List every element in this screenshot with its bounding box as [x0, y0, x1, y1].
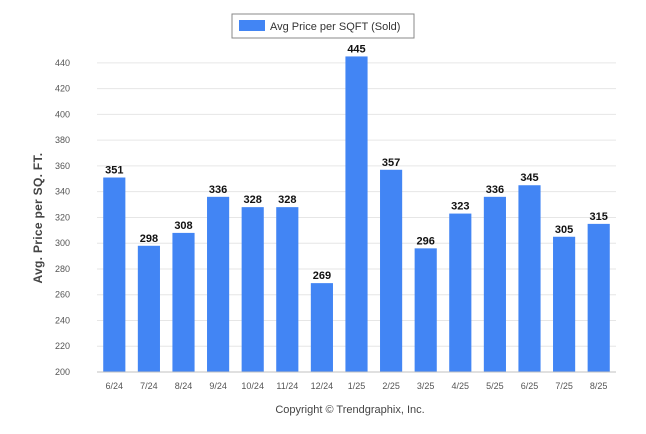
data-label: 328: [278, 194, 296, 206]
x-tick-label: 6/25: [521, 381, 539, 391]
y-tick-label: 440: [55, 58, 70, 68]
x-tick-label: 1/25: [348, 381, 366, 391]
bar-7-24[interactable]: [137, 245, 160, 372]
y-tick-label: 360: [55, 161, 70, 171]
bar-3-25[interactable]: [414, 248, 437, 372]
data-labels: 351 298 308 336 328 328 269 445 357 296 323 336 345 3…: [105, 43, 608, 282]
legend-swatch: [239, 20, 265, 31]
bar-8-24[interactable]: [172, 232, 195, 372]
x-tick-label: 11/24: [276, 381, 298, 391]
y-axis-label: Avg. Price per SQ. FT.: [31, 153, 45, 284]
y-tick-label: 220: [55, 341, 70, 351]
bar-9-24[interactable]: [207, 196, 230, 372]
x-tick-label: 8/24: [175, 381, 193, 391]
data-label: 345: [520, 172, 538, 184]
data-label: 305: [555, 224, 573, 236]
y-tick-label: 340: [55, 187, 70, 197]
data-label: 308: [174, 220, 192, 232]
bar-12-24[interactable]: [310, 283, 333, 372]
bar-4-25[interactable]: [449, 213, 472, 372]
data-label: 296: [417, 235, 435, 247]
x-tick-label: 9/24: [209, 381, 227, 391]
data-label: 328: [244, 194, 262, 206]
y-tick-label: 420: [55, 84, 70, 94]
y-tick-label: 240: [55, 315, 70, 325]
bar-7-25[interactable]: [553, 236, 576, 372]
data-label: 445: [347, 43, 365, 55]
y-tick-label: 400: [55, 109, 70, 119]
x-axis-ticks: 6/24 7/24 8/24 9/24 10/24 11/24 12/24 1/25 2/25 3…: [106, 381, 608, 391]
x-tick-label: 12/24: [311, 381, 334, 391]
data-label: 357: [382, 157, 400, 169]
data-label: 351: [105, 165, 123, 177]
data-label: 336: [486, 184, 504, 196]
y-axis-ticks: 200 220 240 260 280 300 320 340 360 380 400 420 440: [55, 58, 70, 377]
y-tick-label: 380: [55, 135, 70, 145]
bar-1-25[interactable]: [345, 56, 368, 372]
copyright-footer: Copyright © Trendgraphix, Inc.: [275, 404, 424, 416]
y-tick-label: 300: [55, 238, 70, 248]
y-tick-label: 200: [55, 367, 70, 377]
bar-8-25[interactable]: [587, 223, 610, 372]
y-tick-label: 260: [55, 290, 70, 300]
data-label: 323: [451, 201, 469, 213]
data-label: 315: [590, 211, 608, 223]
bar-2-25[interactable]: [380, 169, 403, 372]
data-label: 298: [140, 233, 158, 245]
legend-entry: Avg Price per SQFT (Sold): [270, 21, 400, 33]
x-tick-label: 6/24: [106, 381, 124, 391]
x-tick-label: 4/25: [452, 381, 470, 391]
x-tick-label: 3/25: [417, 381, 435, 391]
x-tick-label: 8/25: [590, 381, 608, 391]
bar-5-25[interactable]: [483, 196, 506, 372]
data-label: 336: [209, 184, 227, 196]
bar-6-25[interactable]: [518, 185, 541, 372]
bar-11-24[interactable]: [276, 207, 299, 372]
y-tick-label: 280: [55, 264, 70, 274]
y-tick-label: 320: [55, 212, 70, 222]
x-tick-label: 7/25: [555, 381, 573, 391]
bar-6-24[interactable]: [103, 177, 126, 372]
x-tick-label: 7/24: [140, 381, 158, 391]
x-tick-label: 2/25: [382, 381, 400, 391]
data-label: 269: [313, 270, 331, 282]
bar-10-24[interactable]: [241, 207, 264, 372]
x-tick-label: 10/24: [241, 381, 264, 391]
legend[interactable]: Avg Price per SQFT (Sold): [231, 13, 415, 39]
bars: [103, 56, 610, 372]
x-tick-label: 5/25: [486, 381, 504, 391]
